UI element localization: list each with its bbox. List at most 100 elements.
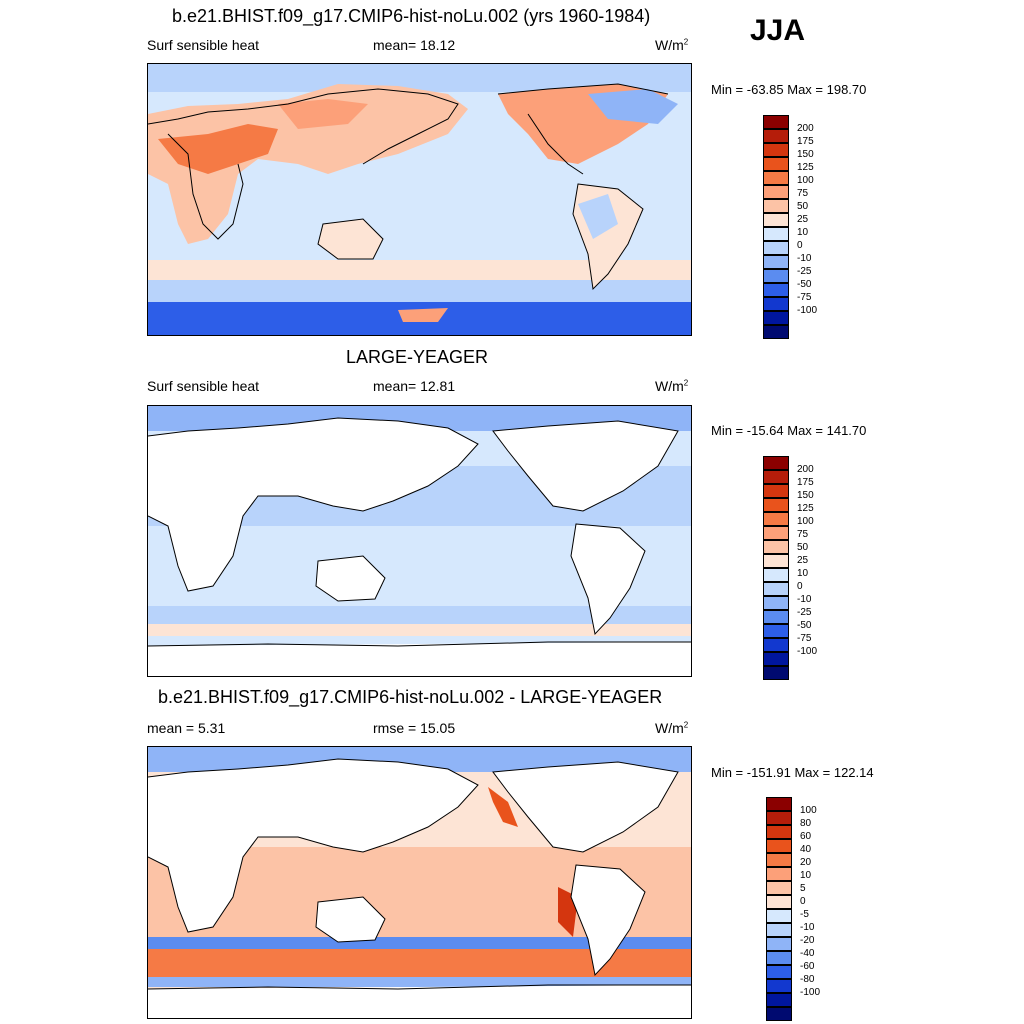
- colorbar-box: [766, 867, 792, 881]
- colorbar-tick-label: 5: [800, 883, 806, 894]
- colorbar-tick-label: -80: [800, 974, 815, 985]
- antarctica-land: [148, 642, 691, 676]
- colorbar-box: [763, 297, 789, 311]
- panel1-map: [147, 63, 692, 336]
- colorbar-box: [763, 255, 789, 269]
- antarctic-patch: [398, 308, 448, 322]
- australia-land: [316, 556, 385, 601]
- colorbar-tick-label: 10: [800, 870, 812, 881]
- colorbar-box: [763, 666, 789, 680]
- eurasia-africa-land: [148, 759, 478, 932]
- colorbar-tick-label: -10: [797, 253, 812, 264]
- colorbar-tick-label: 80: [800, 818, 812, 829]
- colorbar-tick-label: -75: [797, 633, 812, 644]
- panel2-minmax: Min = -15.64 Max = 141.70: [711, 423, 867, 438]
- south-america-land: [571, 865, 645, 975]
- colorbar-tick-label: -100: [800, 987, 821, 998]
- colorbar-tick-label: -40: [800, 948, 815, 959]
- colorbar-box: [763, 269, 789, 283]
- colorbar-tick-label: -10: [800, 922, 815, 933]
- colorbar-box: [766, 895, 792, 909]
- colorbar-tick-label: 100: [800, 805, 817, 816]
- colorbar-box: [763, 456, 789, 470]
- panel3-rmse-label: rmse = 15.05: [373, 720, 456, 736]
- amazon-region: [578, 194, 618, 239]
- colorbar-tick-label: -50: [797, 620, 812, 631]
- eurasia-africa-region: [148, 84, 468, 244]
- colorbar-box: [766, 909, 792, 923]
- colorbar-tick-label: 25: [797, 214, 809, 225]
- colorbar-box: [763, 143, 789, 157]
- colorbar-box: [763, 115, 789, 129]
- colorbar-tick-label: 40: [800, 844, 812, 855]
- colorbar-tick-label: 0: [797, 240, 803, 251]
- panel2-variable-label: Surf sensible heat: [147, 378, 260, 394]
- colorbar-box: [766, 1007, 792, 1021]
- colorbar-tick-label: 125: [797, 503, 814, 514]
- colorbar-box: [763, 283, 789, 297]
- panel3-colorbar: 100 80 60 40 20 10 5 0 -5 -10 -20 -40 -6…: [766, 797, 820, 1021]
- colorbar-tick-label: 10: [797, 227, 809, 238]
- colorbar-box: [763, 568, 789, 582]
- colorbar-box: [766, 881, 792, 895]
- colorbar-tick-label: 0: [800, 896, 806, 907]
- colorbar-tick-label: 100: [797, 516, 814, 527]
- panel2-colorbar: 200 175 150 125 100 75 50 25 10 0 -10 -2…: [763, 456, 817, 680]
- colorbar-tick-label: 10: [797, 568, 809, 579]
- colorbar-tick-label: 100: [797, 175, 814, 186]
- colorbar-tick-label: 25: [797, 555, 809, 566]
- panel3-minmax: Min = -151.91 Max = 122.14: [711, 765, 874, 780]
- colorbar-tick-label: 60: [800, 831, 812, 842]
- colorbar-box: [763, 129, 789, 143]
- colorbar-box: [763, 157, 789, 171]
- colorbar-box: [763, 325, 789, 339]
- panel3-map: [147, 746, 692, 1019]
- panel3-units: W/m2: [655, 720, 689, 736]
- colorbar-box: [766, 965, 792, 979]
- panel1-mean-label: mean= 18.12: [373, 37, 456, 53]
- north-america-land: [493, 762, 678, 852]
- panel1-colorbar-boxes: [763, 115, 789, 339]
- panel2-map-canvas: [148, 406, 691, 676]
- australia-region: [318, 219, 383, 259]
- colorbar-box: [766, 923, 792, 937]
- panel3-map-canvas: [148, 747, 691, 1018]
- colorbar-box: [763, 610, 789, 624]
- colorbar-box: [763, 596, 789, 610]
- colorbar-box: [763, 512, 789, 526]
- colorbar-box: [763, 470, 789, 484]
- colorbar-box: [763, 241, 789, 255]
- colorbar-tick-label: 150: [797, 149, 814, 160]
- panel2-units: W/m2: [655, 378, 689, 394]
- north-america-land: [493, 421, 678, 511]
- panel2-map: [147, 405, 692, 677]
- panel1-title: b.e21.BHIST.f09_g17.CMIP6-hist-noLu.002 …: [172, 6, 651, 26]
- colorbar-box: [763, 638, 789, 652]
- panel3-colorbar-boxes: [766, 797, 792, 1021]
- colorbar-tick-label: 20: [800, 857, 812, 868]
- panel1-map-canvas: [148, 64, 691, 335]
- colorbar-box: [763, 227, 789, 241]
- colorbar-tick-label: 50: [797, 542, 809, 553]
- colorbar-box: [763, 652, 789, 666]
- colorbar-tick-label: 150: [797, 490, 814, 501]
- colorbar-box: [766, 951, 792, 965]
- central-asia-region: [278, 99, 368, 129]
- colorbar-tick-label: -25: [797, 266, 812, 277]
- sahara-region: [158, 124, 278, 174]
- colorbar-tick-label: -50: [797, 279, 812, 290]
- colorbar-tick-label: -20: [800, 935, 815, 946]
- colorbar-tick-label: 50: [797, 201, 809, 212]
- panel1-colorbar: 200 175 150 125 100 75 50 25 10 0 -10 -2…: [763, 115, 817, 339]
- panel2-colorbar-boxes: [763, 456, 789, 680]
- colorbar-tick-label: -5: [800, 909, 809, 920]
- colorbar-tick-label: 75: [797, 529, 809, 540]
- panel3-title: b.e21.BHIST.f09_g17.CMIP6-hist-noLu.002 …: [158, 687, 663, 707]
- antarctica-land: [148, 985, 691, 1018]
- colorbar-box: [766, 839, 792, 853]
- colorbar-box: [766, 825, 792, 839]
- colorbar-box: [766, 993, 792, 1007]
- colorbar-tick-label: 175: [797, 477, 814, 488]
- colorbar-box: [763, 213, 789, 227]
- colorbar-tick-label: -100: [797, 305, 818, 316]
